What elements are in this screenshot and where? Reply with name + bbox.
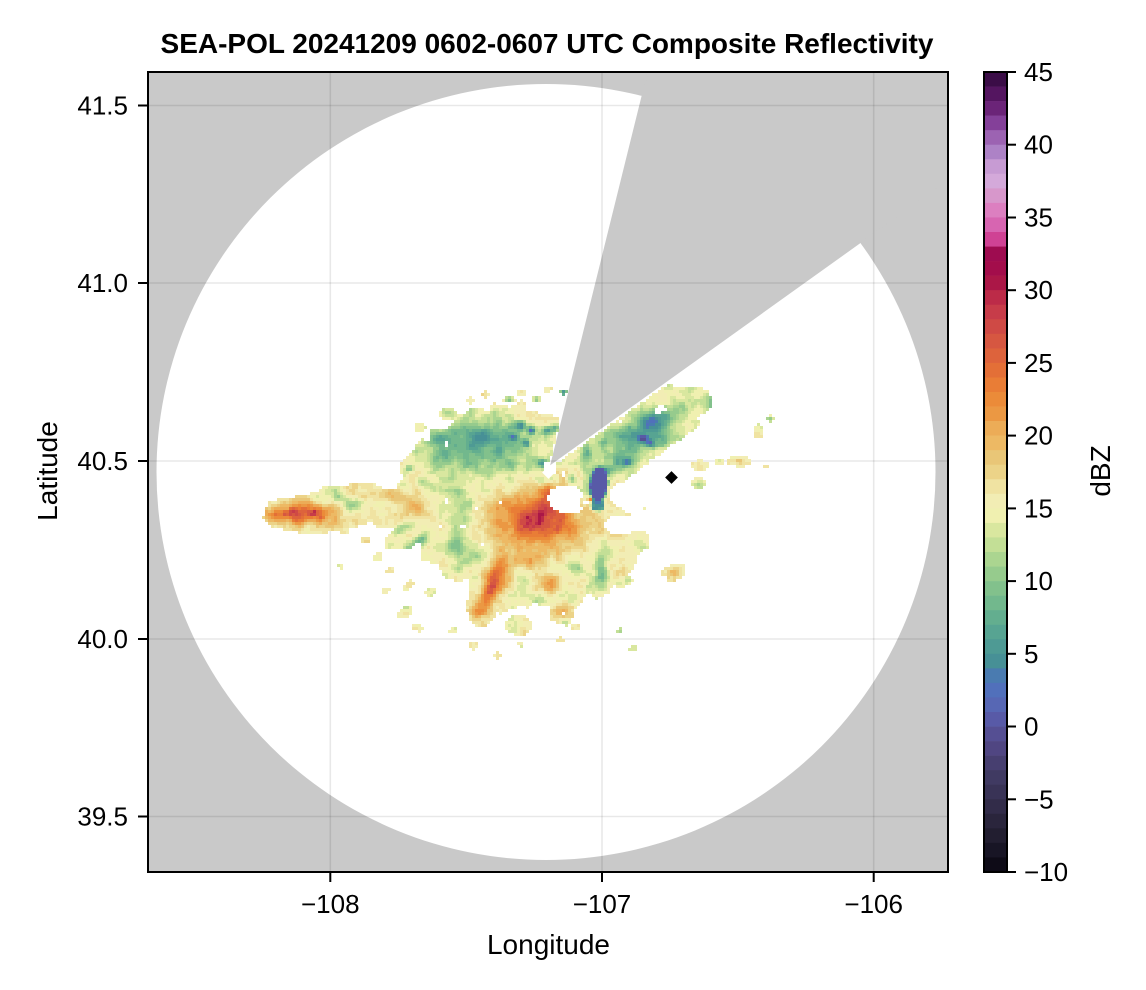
svg-text:−10: −10 (1024, 857, 1068, 887)
svg-text:40.5: 40.5 (77, 446, 128, 476)
svg-text:dBZ: dBZ (1085, 445, 1116, 496)
svg-text:15: 15 (1024, 493, 1053, 523)
svg-text:41.0: 41.0 (77, 268, 128, 298)
svg-text:40.0: 40.0 (77, 624, 128, 654)
svg-text:45: 45 (1024, 57, 1053, 87)
svg-text:−106: −106 (844, 889, 903, 919)
svg-text:Latitude: Latitude (32, 421, 63, 521)
svg-text:39.5: 39.5 (77, 802, 128, 832)
svg-text:30: 30 (1024, 275, 1053, 305)
svg-text:SEA-POL 20241209 0602-0607 UTC: SEA-POL 20241209 0602-0607 UTC Composite… (161, 28, 934, 59)
svg-text:0: 0 (1024, 712, 1038, 742)
svg-text:−5: −5 (1024, 784, 1054, 814)
svg-text:Longitude: Longitude (487, 929, 610, 960)
svg-text:10: 10 (1024, 566, 1053, 596)
svg-text:20: 20 (1024, 421, 1053, 451)
svg-text:25: 25 (1024, 348, 1053, 378)
svg-text:−107: −107 (573, 889, 632, 919)
svg-text:5: 5 (1024, 639, 1038, 669)
svg-text:40: 40 (1024, 130, 1053, 160)
svg-text:41.5: 41.5 (77, 91, 128, 121)
svg-text:35: 35 (1024, 203, 1053, 233)
svg-text:−108: −108 (301, 889, 360, 919)
